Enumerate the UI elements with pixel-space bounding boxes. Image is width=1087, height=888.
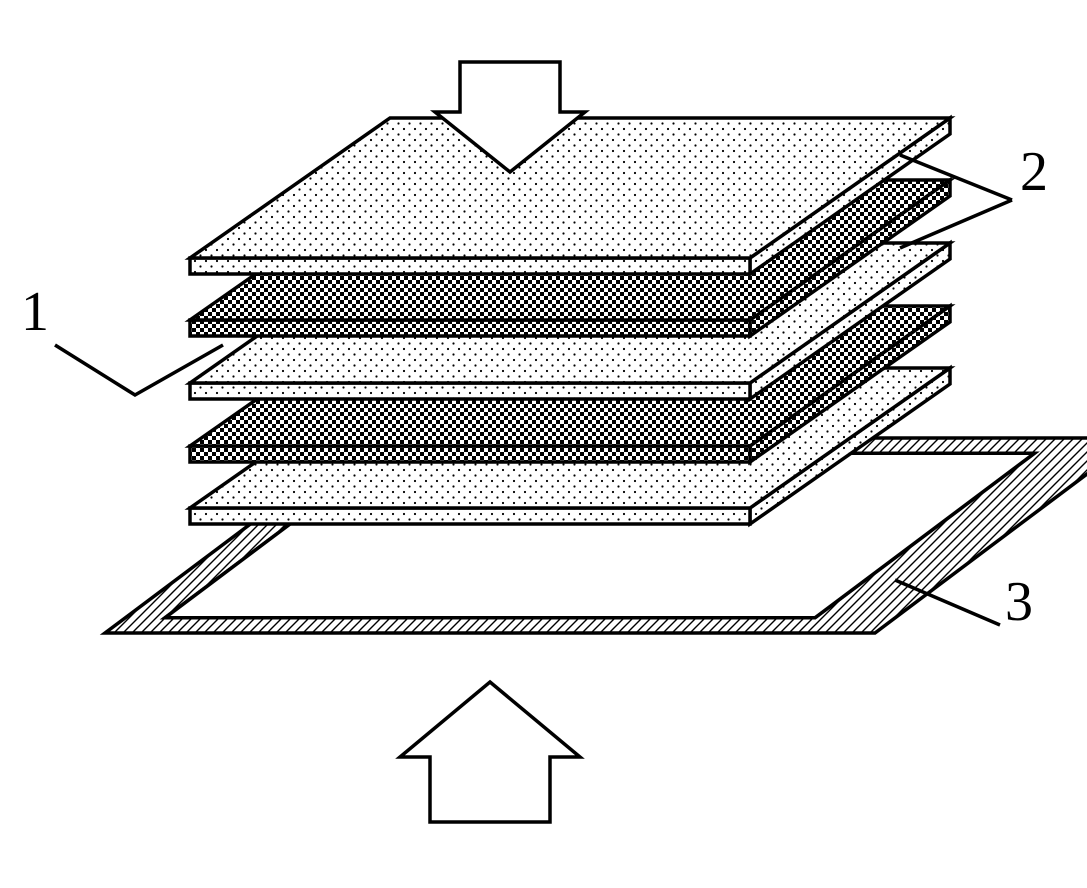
label-1: 1 xyxy=(21,280,49,344)
layered-diagram xyxy=(0,0,1087,888)
layer-front xyxy=(190,508,750,524)
layer-front xyxy=(190,383,750,399)
layer-front xyxy=(190,320,750,336)
arrow-up xyxy=(400,682,580,822)
layer-front xyxy=(190,446,750,462)
layer-front xyxy=(190,258,750,274)
label-2: 2 xyxy=(1020,140,1048,204)
label-3: 3 xyxy=(1005,570,1033,634)
